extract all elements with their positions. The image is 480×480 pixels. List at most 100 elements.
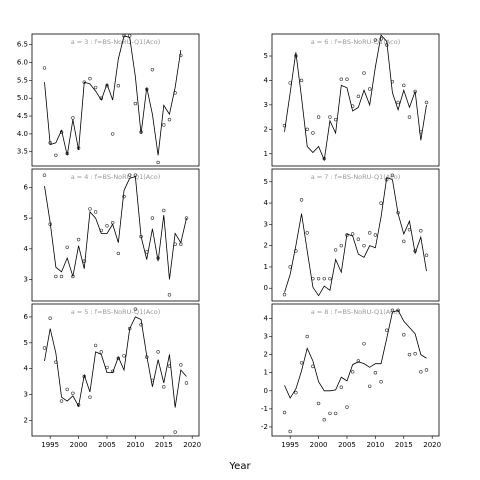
- observed-point: [82, 259, 86, 263]
- observed-point: [93, 210, 98, 214]
- observed-point: [373, 371, 378, 375]
- y-tick-label: 5.5: [17, 76, 28, 84]
- observed-point: [179, 53, 183, 58]
- panel-frame: [31, 168, 200, 302]
- y-tick-label: -1: [261, 405, 268, 413]
- fitted-line: [44, 35, 182, 156]
- observed-point: [59, 274, 64, 279]
- observed-point: [48, 316, 52, 320]
- observed-point: [379, 380, 383, 384]
- observed-point: [42, 66, 47, 70]
- observed-point: [105, 224, 109, 228]
- observed-point: [356, 94, 361, 99]
- observed-point: [76, 237, 81, 242]
- observed-point: [424, 368, 429, 372]
- observed-point: [294, 390, 298, 395]
- observed-point: [373, 233, 378, 237]
- observed-point: [316, 401, 321, 406]
- y-tick-label: 4: [24, 365, 29, 373]
- y-tick-label: 6: [24, 313, 29, 321]
- observed-point: [407, 352, 412, 357]
- y-tick-label: 3: [264, 220, 268, 228]
- observed-point: [54, 153, 58, 157]
- observed-point: [167, 293, 172, 297]
- y-tick-label: 3: [24, 391, 28, 399]
- panel-frame: [31, 303, 200, 437]
- fitted-line: [284, 34, 427, 162]
- observed-point: [333, 117, 338, 122]
- x-tick-label: 1995: [41, 441, 59, 449]
- observed-point: [116, 84, 121, 88]
- y-tick-label: 0: [264, 387, 268, 395]
- fitted-line: [284, 176, 427, 297]
- y-tick-label: 4: [264, 314, 269, 322]
- observed-point: [362, 243, 366, 248]
- x-tick-label: 1995: [281, 441, 299, 449]
- y-tick-label: 5.0: [17, 94, 28, 102]
- observed-point: [93, 85, 98, 90]
- panel-title: a = 4 : f=BS-NoRU-Q1(Aco): [71, 173, 160, 181]
- observed-point: [282, 410, 287, 415]
- y-tick-label: 3: [264, 101, 268, 109]
- y-tick-label: 2: [264, 125, 268, 133]
- observed-point: [339, 385, 343, 389]
- observed-point: [322, 418, 326, 422]
- y-tick-label: 3.5: [17, 148, 28, 156]
- observed-point: [110, 132, 115, 136]
- observed-point: [424, 100, 429, 105]
- y-tick-label: 2: [264, 242, 268, 250]
- panel-title: a = 5 : f=BS-NoRU-Q1(Aco): [71, 308, 160, 316]
- observed-point: [350, 370, 355, 374]
- observed-point: [402, 83, 406, 88]
- observed-point: [362, 342, 366, 346]
- observed-point: [128, 173, 132, 177]
- y-tick-label: 4: [264, 76, 269, 84]
- observed-point: [179, 363, 183, 367]
- x-tick-label: 2010: [126, 441, 144, 449]
- y-tick-label: 5: [264, 178, 268, 186]
- x-tick-label: 2000: [70, 441, 88, 449]
- observed-point: [356, 359, 361, 363]
- x-tick-label: 2020: [183, 441, 201, 449]
- observed-point: [305, 231, 309, 235]
- observed-point: [59, 399, 64, 403]
- observed-point: [390, 173, 395, 178]
- observed-point: [173, 430, 177, 434]
- observed-point: [396, 100, 400, 105]
- observed-point: [299, 78, 304, 83]
- panel-title: a = 7 : f=BS-NoRU-Q1(Aco): [311, 173, 400, 181]
- observed-point: [362, 71, 366, 75]
- observed-point: [133, 101, 138, 106]
- observed-point: [333, 411, 338, 416]
- observed-point: [368, 384, 372, 388]
- x-tick-label: 2005: [338, 441, 356, 449]
- observed-point: [122, 194, 126, 199]
- observed-point: [413, 352, 417, 356]
- observed-point: [42, 346, 47, 350]
- observed-point: [419, 229, 423, 233]
- observed-point: [311, 131, 315, 135]
- observed-point: [402, 239, 406, 244]
- observed-point: [288, 429, 292, 434]
- observed-point: [162, 123, 166, 127]
- observed-point: [424, 253, 429, 257]
- observed-point: [339, 243, 343, 248]
- observed-point: [133, 307, 138, 311]
- observed-point: [167, 117, 172, 122]
- observed-point: [282, 292, 287, 297]
- y-tick-label: 0: [264, 284, 268, 292]
- observed-point: [88, 76, 92, 81]
- observed-point: [407, 115, 412, 119]
- y-tick-label: 5: [24, 214, 28, 222]
- y-tick-label: 2: [264, 351, 268, 359]
- observed-point: [116, 251, 121, 256]
- x-tick-label: 2005: [98, 441, 116, 449]
- y-tick-label: 3: [264, 333, 268, 341]
- panel-frame: [271, 168, 440, 302]
- x-tick-label: 2010: [366, 441, 384, 449]
- panel-frame: [271, 33, 440, 167]
- observed-point: [162, 385, 166, 389]
- observed-point: [333, 248, 338, 252]
- observed-point: [139, 323, 143, 327]
- observed-point: [396, 308, 400, 313]
